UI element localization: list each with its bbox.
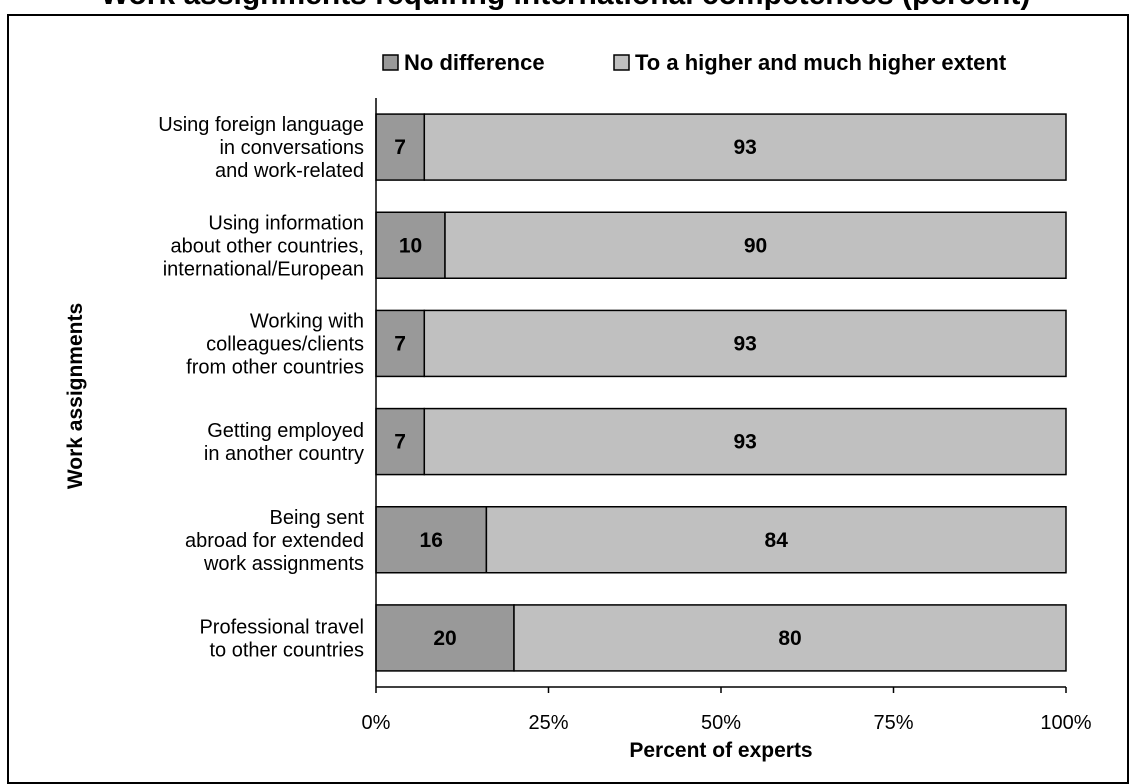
data-label-4-series-2: 93	[733, 431, 756, 454]
category-labels: Using foreign language in conversations an…	[158, 114, 364, 661]
category-label-2: Using information about other countries, i…	[163, 212, 364, 280]
category-label-4: Getting employed in another country	[204, 420, 364, 465]
legend-label-2: To a higher and much higher extent	[635, 50, 1007, 75]
category-label-3: Working with colleagues/clients from other…	[186, 310, 364, 378]
bar-4-series-2	[423, 407, 1067, 476]
category-label-1-line-3: and work-related	[215, 160, 364, 182]
bar-1-series-2	[423, 113, 1067, 181]
category-label-6-line-2: to other countries	[209, 639, 364, 661]
bar-3-series-1	[375, 309, 426, 378]
bar-6-series-1	[375, 604, 515, 672]
legend-swatch-2	[613, 54, 630, 71]
bar-1-series-1	[375, 113, 426, 181]
x-tick-label-4: 75%	[873, 712, 913, 734]
data-label-5-series-1: 16	[420, 529, 443, 552]
category-label-6: Professional travel to other countries	[199, 616, 364, 661]
category-label-2-line-1: Using information	[208, 212, 364, 234]
data-label-6-series-1: 20	[433, 627, 456, 650]
bar-5-series-1	[375, 506, 488, 574]
category-label-5-line-1: Being sent	[269, 507, 364, 529]
chart-title-area: Work assignments requiring international…	[0, 0, 1131, 14]
bar-3-series-2	[423, 309, 1067, 378]
chart-title: Work assignments requiring international…	[0, 0, 1131, 12]
category-label-4-line-1: Getting employed	[207, 420, 364, 442]
bar-2-series-2	[444, 211, 1067, 279]
x-tick-label-3: 50%	[701, 712, 741, 734]
data-label-6-series-2: 80	[778, 627, 801, 650]
data-label-2-series-1: 10	[399, 234, 422, 257]
axes	[375, 98, 1066, 688]
y-axis-title: Work assignments	[64, 303, 87, 489]
category-label-3-line-3: from other countries	[186, 356, 364, 378]
bar-5-series-2	[485, 506, 1067, 574]
category-label-5-line-2: abroad for extended	[185, 530, 364, 552]
category-label-1-line-1: Using foreign language	[158, 114, 364, 136]
bar-6-series-2	[513, 604, 1067, 672]
category-label-4-line-2: in another country	[204, 443, 364, 465]
data-label-1-series-2: 93	[733, 136, 756, 159]
category-label-3-line-2: colleagues/clients	[206, 333, 364, 355]
data-label-4-series-1: 7	[394, 431, 406, 454]
category-label-6-line-1: Professional travel	[199, 616, 364, 638]
x-tick-label-2: 25%	[528, 712, 568, 734]
data-label-3-series-1: 7	[394, 332, 406, 355]
data-label-5-series-2: 84	[765, 529, 789, 552]
data-label-3-series-2: 93	[733, 332, 756, 355]
legend-label-1: No difference	[404, 50, 545, 75]
category-label-5: Being sent abroad for extended work assign…	[185, 507, 364, 575]
category-label-2-line-2: about other countries,	[171, 235, 364, 257]
category-label-3-line-1: Working with	[250, 310, 364, 332]
legend-swatch-1	[382, 54, 399, 71]
category-label-2-line-3: international/European	[163, 258, 364, 280]
x-ticks: 0% 25% 50% 75% 100%	[362, 687, 1092, 734]
category-label-1: Using foreign language in conversations an…	[158, 114, 364, 182]
x-tick-label-1: 0%	[362, 712, 391, 734]
data-label-1-series-1: 7	[394, 136, 406, 159]
bars: 7 93 10 90 7 93 7 93 16 84 20 80	[375, 113, 1067, 672]
x-tick-label-5: 100%	[1040, 712, 1091, 734]
data-label-2-series-2: 90	[744, 234, 767, 257]
x-axis-title: Percent of experts	[629, 739, 812, 762]
legend: No difference To a higher and much higher…	[382, 50, 1007, 75]
category-label-1-line-2: in conversations	[219, 137, 364, 159]
bar-4-series-1	[375, 407, 426, 476]
category-label-5-line-3: work assignments	[203, 553, 364, 575]
